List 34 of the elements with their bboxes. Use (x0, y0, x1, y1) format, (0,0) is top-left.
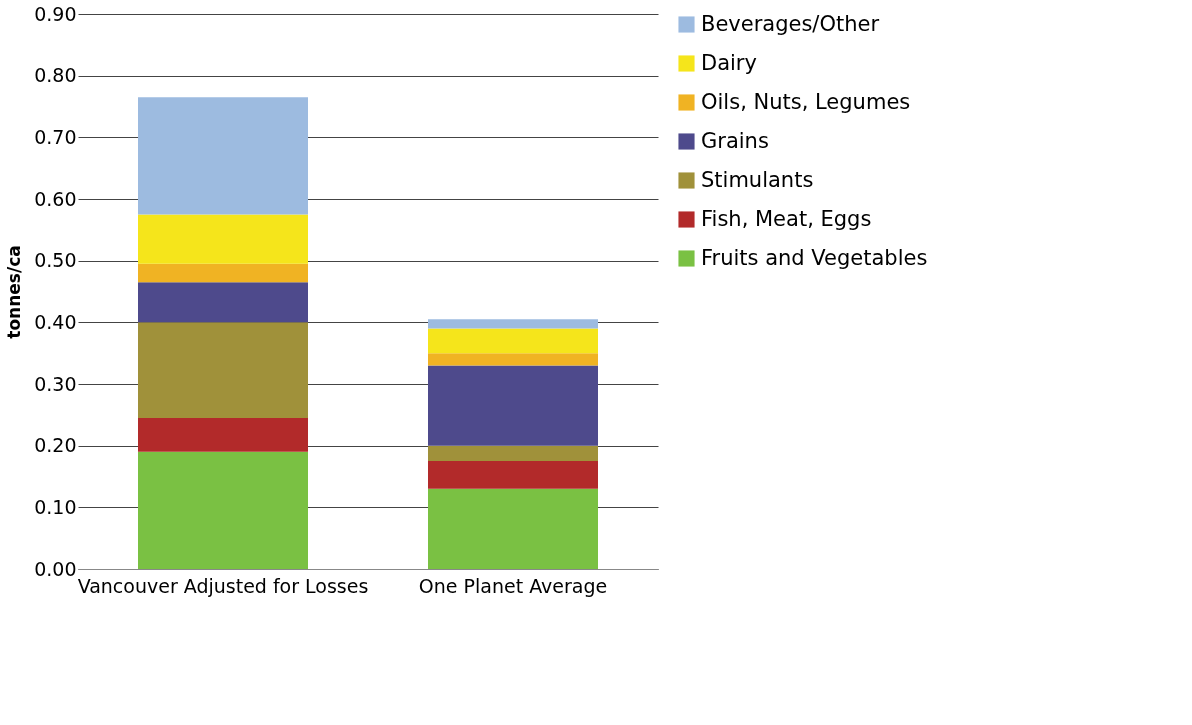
legend-label: Stimulants (701, 167, 814, 192)
y-tick-label: 0.20 (34, 434, 77, 457)
bar (138, 282, 308, 323)
bar (138, 322, 308, 418)
legend-label: Oils, Nuts, Legumes (701, 89, 911, 114)
bar (138, 417, 308, 452)
bar (428, 328, 598, 354)
y-tick-label: 0.90 (34, 2, 77, 25)
bar (138, 97, 308, 215)
y-tick-label: 0.60 (34, 187, 77, 210)
legend-label: Grains (701, 128, 769, 153)
bar (138, 214, 308, 264)
legend-label: Dairy (701, 50, 757, 75)
bar (428, 365, 598, 446)
legend-label: Fish, Meat, Eggs (701, 206, 872, 231)
y-tick-label: 0.50 (34, 249, 77, 272)
y-tick-label: 0.10 (34, 495, 77, 518)
x-tick-label: One Planet Average (418, 574, 608, 597)
bar (428, 353, 598, 366)
y-tick-label: 0.00 (34, 557, 77, 580)
y-axis-title: tonnes/ca (4, 245, 25, 339)
y-tick-label: 0.30 (34, 372, 77, 395)
bar (428, 461, 598, 489)
bar (138, 451, 308, 569)
legend-label: Beverages/Other (701, 11, 880, 36)
y-tick-label: 0.70 (34, 125, 77, 148)
legend-label: Fruits and Vegetables (701, 245, 928, 270)
bar (428, 488, 598, 569)
bar (138, 263, 308, 283)
y-tick-label: 0.40 (34, 310, 77, 333)
x-tick-label: Vancouver Adjusted for Losses (77, 574, 369, 597)
y-tick-label: 0.80 (34, 64, 77, 87)
bar (428, 445, 598, 462)
bar (428, 319, 598, 329)
